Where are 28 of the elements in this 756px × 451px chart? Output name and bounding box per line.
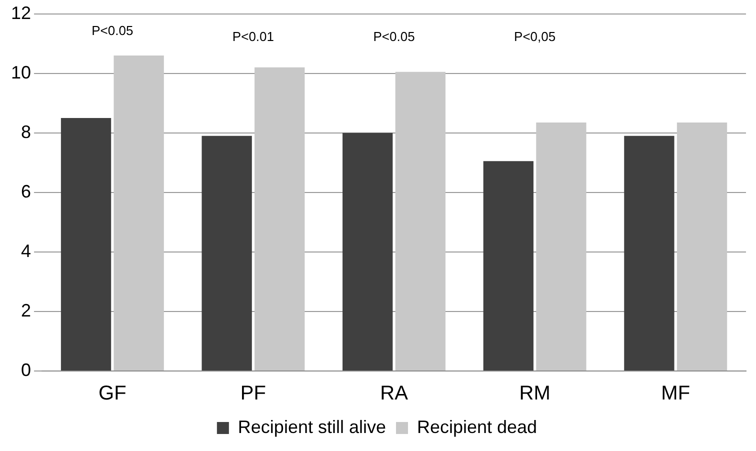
y-tick-label: 12 [10,2,32,23]
legend-label: Recipient dead [416,416,538,437]
bar [483,161,534,370]
y-tick-label: 10 [10,62,32,82]
bar [60,118,112,370]
x-tick-label: RM [519,382,550,405]
bar [114,55,164,370]
y-tick-label: 2 [21,300,32,320]
bar [395,72,446,370]
annotation: P<0.01 [232,28,274,44]
x-tick-label: MF [661,382,690,405]
bar [202,136,252,370]
bar [254,67,305,370]
bar [676,122,728,370]
y-tick-label: 8 [21,122,32,142]
annotation: P<0.05 [373,28,415,44]
annotation: P<0,05 [514,28,556,44]
x-tick-label: RA [380,382,409,405]
x-tick-label: GF [98,382,126,405]
bar [536,122,586,370]
y-tick-label: 4 [21,240,32,261]
y-tick-label: 0 [21,360,32,380]
annotation: P<0.05 [92,22,134,38]
x-tick-label: PF [240,382,266,405]
legend-label: Recipient still alive [238,416,386,437]
y-tick-label: 6 [21,181,32,202]
bar [624,136,674,370]
bar [342,132,393,370]
